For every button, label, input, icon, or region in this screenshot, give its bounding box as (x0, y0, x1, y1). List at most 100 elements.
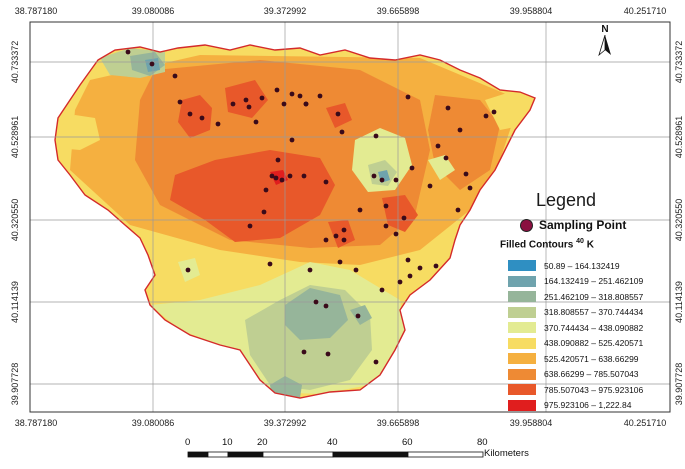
sampling-point (491, 109, 497, 115)
sampling-point (405, 257, 411, 263)
sampling-point (457, 127, 463, 133)
sampling-point (259, 95, 265, 101)
sampling-point (373, 359, 379, 365)
contour-band-370-438-e2 (428, 155, 455, 180)
contour-band-785-975-c (328, 220, 355, 248)
contour-band-251-318-sw (270, 376, 302, 398)
sampling-points (125, 49, 497, 365)
legend-contours-heading: Filled Contours 40 K (500, 238, 594, 250)
scale-tick-label: 40 (327, 437, 338, 448)
y-tick-left: 40.114139 (10, 281, 20, 323)
sampling-point (307, 267, 313, 273)
contour-band-251-318-south (285, 288, 348, 340)
legend-item: 525.420571 – 638.66299 (508, 351, 643, 367)
sampling-point (443, 155, 449, 161)
sampling-point (393, 231, 399, 237)
sampling-point (463, 171, 469, 177)
sampling-point (297, 93, 303, 99)
y-tick-right: 40.733372 (674, 41, 684, 84)
sampling-point (149, 61, 155, 67)
sampling-point (172, 73, 178, 79)
legend-title: Legend (536, 190, 597, 210)
sampling-point (274, 87, 280, 93)
x-axis-top: 38.787180 39.080086 39.372992 39.665898 … (15, 6, 667, 16)
legend-items: 50.89 – 164.132419 164.132419 – 251.46210… (508, 258, 643, 413)
sampling-point (243, 97, 249, 103)
scale-labels: 0 10 20 40 60 80 Kilometers (0, 437, 685, 459)
legend-item-label: 438.090882 – 525.420571 (544, 338, 644, 349)
contour-band-251-318-se (350, 305, 372, 325)
legend-item: 251.462109 – 318.808557 (508, 289, 643, 305)
y-tick-left: 40.733372 (10, 41, 20, 84)
legend-swatch (508, 275, 536, 287)
legend-item-label: 638.66299 – 785.507043 (544, 369, 639, 380)
sampling-point (383, 223, 389, 229)
north-label: N (601, 24, 609, 35)
sampling-point (323, 179, 329, 185)
legend-item-label: 785.507043 – 975.923106 (544, 384, 644, 395)
y-tick-right: 40.528961 (674, 116, 684, 159)
legend-item: 638.66299 – 785.507043 (508, 367, 643, 383)
sampling-point (333, 233, 339, 239)
y-axis-right: 40.733372 40.528961 40.320550 40.114139 … (674, 41, 684, 406)
sampling-point (303, 101, 309, 107)
sampling-point (401, 215, 407, 221)
legend-item-label: 370.744434 – 438.090882 (544, 322, 644, 333)
x-tick-bottom: 38.787180 (15, 418, 58, 428)
legend-swatch (508, 291, 536, 303)
graticule (30, 22, 670, 412)
y-tick-left: 39.907728 (10, 363, 20, 406)
legend-item: 370.744434 – 438.090882 (508, 320, 643, 336)
sampling-point (177, 99, 183, 105)
sampling-point (371, 173, 377, 179)
sampling-point (323, 237, 329, 243)
sampling-point (279, 177, 285, 183)
sampling-point (301, 173, 307, 179)
contour-band-785-975-e (382, 195, 418, 232)
sampling-point (185, 267, 191, 273)
sampling-point (427, 183, 433, 189)
sampling-point (405, 94, 411, 100)
x-tick-top: 38.787180 (15, 6, 58, 16)
y-tick-right: 40.320550 (674, 199, 684, 242)
x-tick-bottom: 39.372992 (264, 418, 307, 428)
legend-sampling-point: Sampling Point (520, 218, 626, 232)
x-tick-bottom: 40.251710 (624, 418, 667, 428)
y-tick-right: 40.114139 (674, 281, 684, 323)
north-arrow: N (596, 24, 614, 62)
legend-swatch (508, 337, 536, 349)
legend-heading-suffix: K (586, 239, 594, 251)
legend-heading-text: Filled Contours (500, 239, 574, 251)
contour-band-785-975-north (178, 95, 212, 138)
legend-item: 975.923106 – 1,222.84 (508, 398, 643, 414)
legend-swatch (508, 384, 536, 396)
sampling-point (325, 351, 331, 357)
sampling-point (261, 209, 267, 215)
legend-item: 318.808557 – 370.744434 (508, 305, 643, 321)
sampling-point (341, 227, 347, 233)
contour-band-370-438-east (352, 128, 412, 192)
north-arrow-icon (598, 34, 611, 57)
x-tick-top: 39.958804 (510, 6, 553, 16)
sampling-point (341, 237, 347, 243)
y-tick-right: 39.907728 (674, 363, 684, 406)
x-tick-top: 39.080086 (132, 6, 175, 16)
sampling-point (215, 121, 221, 127)
contour-band-785-975 (170, 150, 335, 242)
legend-sampling-label: Sampling Point (539, 218, 627, 232)
sampling-point (247, 223, 253, 229)
x-tick-top: 39.665898 (377, 6, 420, 16)
contour-band-438-525-w (55, 115, 100, 150)
legend-item-label: 525.420571 – 638.66299 (544, 353, 639, 364)
scale-tick-label: 20 (257, 437, 268, 448)
sampling-point (373, 133, 379, 139)
scale-bar (187, 451, 484, 458)
legend-item-label: 50.89 – 164.132419 (544, 260, 620, 271)
sampling-point-icon (520, 218, 533, 232)
scale-tick-label: 80 (477, 437, 488, 448)
legend-heading-sup: 40 (576, 238, 584, 245)
sampling-point (483, 113, 489, 119)
sampling-point (335, 111, 341, 117)
sampling-point (230, 101, 236, 107)
